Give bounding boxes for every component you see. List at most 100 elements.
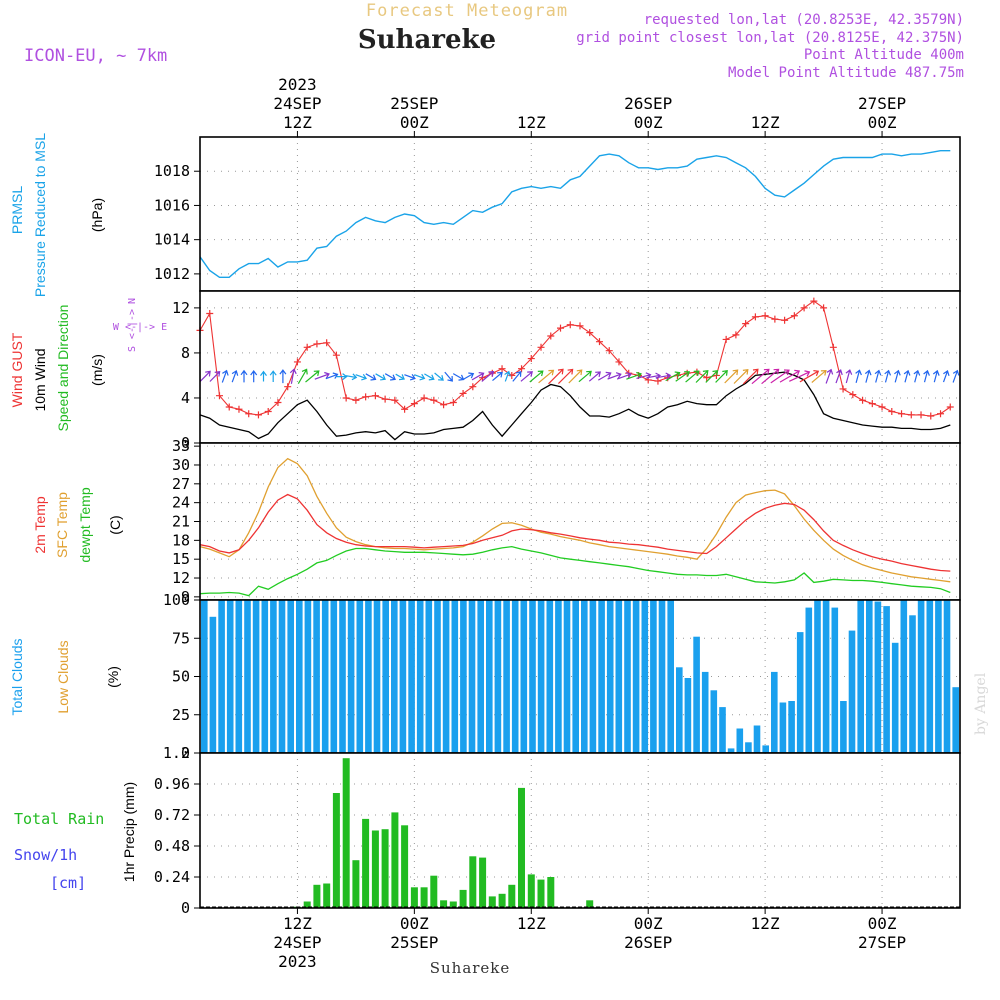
total-cloud-bar [546, 600, 554, 753]
gust-marker [605, 347, 613, 355]
wind-direction-arrow [695, 369, 709, 383]
total-cloud-bar [771, 671, 778, 753]
gust-marker [332, 351, 340, 359]
total-cloud-bar [658, 600, 666, 753]
total-cloud-bar [529, 600, 536, 753]
gust-marker [566, 321, 574, 329]
gust-marker [576, 322, 584, 330]
precip-ytick-label: 0 [181, 899, 190, 917]
compass-we: W <-|-> E [113, 322, 167, 333]
rain-bar [488, 896, 496, 908]
total-cloud-bar [434, 600, 441, 753]
rain-bar [313, 884, 321, 909]
gust-marker [839, 385, 847, 393]
rain-bar [498, 893, 506, 908]
gust-marker [810, 297, 818, 305]
wind-direction-arrow [444, 371, 453, 382]
total-cloud-bar [270, 600, 277, 753]
compass-rose: N <-|-> S W <-|-> E [113, 298, 167, 352]
bottom-time-label: 00Z [868, 914, 897, 933]
temp-sfc-label: SFC Temp [54, 492, 70, 558]
pressure-title-line2: Pressure Reduced to MSL [32, 133, 48, 297]
rain-bar [440, 900, 448, 909]
wind-direction-arrow [471, 372, 485, 381]
total-cloud-bar [589, 600, 597, 753]
gust-marker [391, 396, 399, 404]
wind-direction-arrow [305, 370, 320, 383]
wind-direction-arrow [705, 369, 719, 383]
clouds-ytick-label: 75 [172, 629, 190, 647]
wind-direction-arrow [314, 371, 330, 380]
rain-bar [547, 877, 555, 908]
wind-direction-arrow [250, 370, 258, 383]
temp-dewpt-label: dewpt Temp [77, 487, 93, 562]
total-cloud-bar [952, 687, 959, 753]
rain-bar [352, 860, 360, 908]
rain-bar [469, 856, 477, 908]
gust-marker [888, 407, 896, 415]
total-cloud-bar [909, 615, 916, 753]
total-cloud-bar [304, 600, 312, 753]
total-cloud-bar [356, 600, 364, 753]
wind-direction-arrow [325, 372, 339, 380]
wind-direction-arrow [365, 373, 377, 381]
total-cloud-bar [624, 600, 631, 753]
compass-n: N [127, 298, 138, 304]
total-cloud-bar [494, 600, 502, 753]
temperature-ytick-label: 27 [172, 475, 190, 493]
gust-marker [537, 343, 545, 351]
wind-direction-arrow [811, 369, 827, 383]
gust-marker [917, 411, 925, 419]
wind-direction-arrow [789, 370, 811, 382]
pressure-unit: (hPa) [89, 198, 105, 232]
gust-marker [371, 392, 379, 400]
wind-direction-arrow [529, 370, 544, 383]
total-cloud-bar [926, 600, 934, 753]
gust-marker [781, 316, 789, 324]
top-time-label: 12Z [283, 113, 312, 132]
temperature-bg [200, 443, 960, 600]
model-altitude: Model Point Altitude 487.75m [728, 65, 964, 81]
total-cloud-bar [641, 600, 649, 753]
wind-direction-arrow [884, 369, 892, 383]
gust-marker [722, 335, 730, 343]
precip-bg [200, 753, 960, 908]
temperature-ytick-label: 15 [172, 550, 190, 568]
gust-marker [303, 343, 311, 351]
wind-direction-arrow [770, 369, 790, 384]
gust-marker [323, 339, 331, 347]
total-cloud-bar [296, 600, 303, 753]
cloud-panel-labels: Total Clouds Low Clouds (%) [9, 638, 121, 715]
wind-direction-arrow [923, 369, 930, 383]
gust-marker [547, 332, 555, 340]
model-label: ICON-EU, ~ 7km [24, 46, 167, 66]
pressure-panel-labels: PRMSL Pressure Reduced to MSL (hPa) [9, 133, 105, 297]
total-cloud-bar [330, 600, 338, 753]
gust-marker [878, 403, 886, 411]
bottom-time-label: 24SEP [273, 933, 321, 952]
compass-axis: <-|-> [127, 309, 138, 339]
rain-bar [410, 887, 418, 908]
total-cloud-bar [710, 690, 718, 753]
rain-bar [381, 829, 389, 908]
wind-direction-arrow [779, 369, 801, 383]
precip-ytick-label: 0.48 [154, 837, 190, 855]
product-title: Forecast Meteogram [366, 1, 568, 21]
bottom-time-label: 2023 [278, 952, 317, 971]
gust-marker [732, 331, 740, 339]
total-cloud-bar [278, 600, 286, 753]
wind-direction-arrow [578, 370, 592, 383]
total-cloud-bar [822, 600, 830, 753]
total-cloud-bar [719, 707, 726, 753]
precip-unit: 1hr Precip (mm) [121, 782, 137, 882]
bottom-time-label: 00Z [400, 914, 429, 933]
clouds-ytick-label: 50 [172, 668, 190, 686]
total-cloud-bar [606, 600, 614, 753]
total-cloud-bar [373, 600, 381, 753]
bottom-time-label: 12Z [751, 914, 780, 933]
wind-direction-arrow [240, 369, 248, 383]
pressure-ytick-label: 1014 [154, 231, 190, 249]
gust-marker [927, 412, 935, 420]
